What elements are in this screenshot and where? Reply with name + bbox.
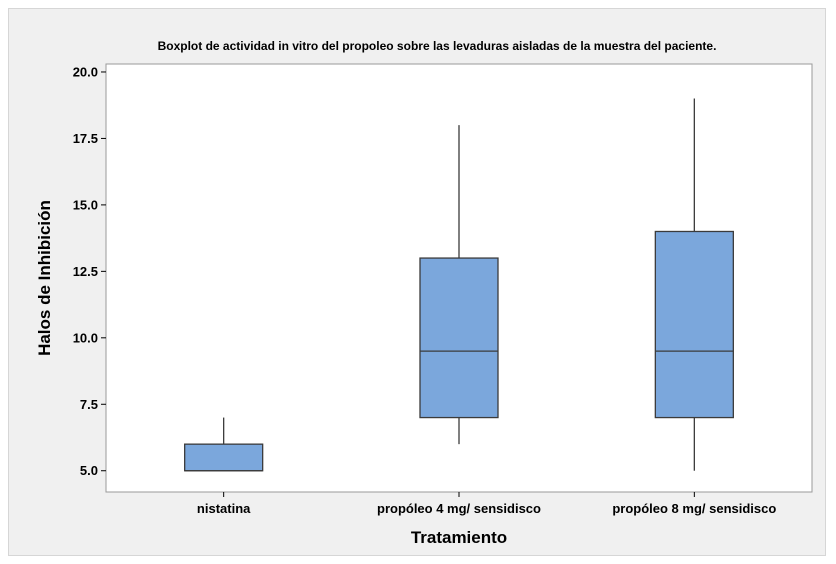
y-axis-title: Halos de Inhibición — [35, 200, 54, 356]
x-tick-label: nistatina — [197, 501, 251, 516]
box-1 — [184, 417, 264, 472]
y-axis: 5.0 7.5 10.0 12.5 15.0 17.5 20.0 — [73, 64, 106, 478]
y-tick-label: 12.5 — [73, 264, 98, 279]
y-tick-label: 15.0 — [73, 197, 98, 212]
chart-title: Boxplot de actividad in vitro del propol… — [158, 39, 717, 53]
y-tick-label: 5.0 — [80, 463, 98, 478]
box-2 — [419, 125, 499, 445]
x-axis-title: Tratamiento — [411, 528, 507, 547]
boxes — [184, 98, 734, 472]
y-tick-label: 20.0 — [73, 64, 98, 79]
x-tick-label: propóleo 8 mg/ sensidisco — [612, 501, 776, 516]
y-tick-label: 10.0 — [73, 330, 98, 345]
box-3 — [654, 98, 734, 471]
y-tick-label: 7.5 — [80, 397, 98, 412]
y-tick-label: 17.5 — [73, 131, 98, 146]
box-iqr — [184, 443, 264, 472]
x-axis: nistatina propóleo 4 mg/ sensidisco propól… — [197, 492, 776, 516]
box-iqr — [654, 230, 734, 419]
box-iqr — [419, 257, 499, 419]
x-tick-label: propóleo 4 mg/ sensidisco — [377, 501, 541, 516]
